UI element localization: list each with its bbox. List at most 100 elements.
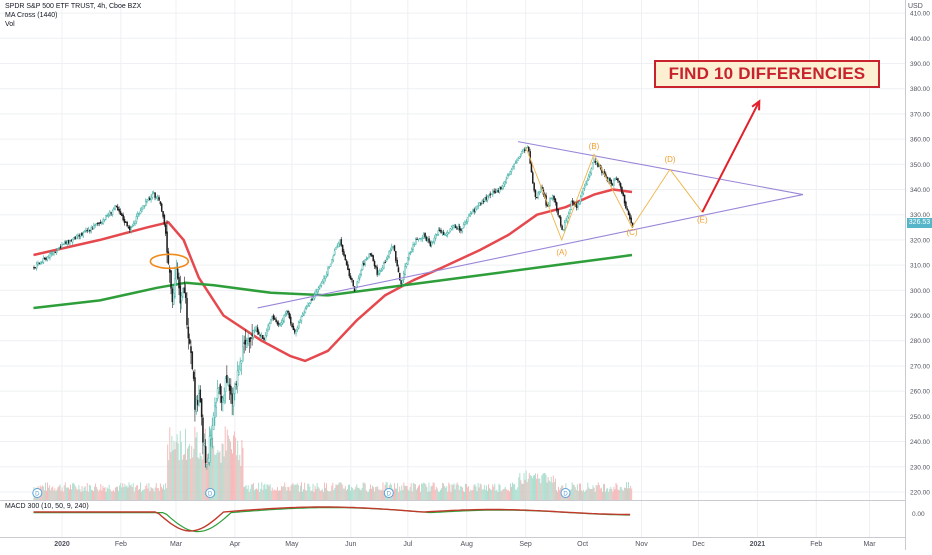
volume-bar [324,482,325,500]
candle-body [613,180,615,186]
candle-body [320,282,323,286]
volume-bar [153,491,155,500]
volume-bar [284,482,286,500]
candle-body [365,258,368,260]
candle-body [591,163,594,170]
legend-ma-cross[interactable]: MA Cross (1440) [5,12,58,19]
volume-bar [558,486,559,500]
volume-bar [253,490,255,500]
candle-body [401,280,404,284]
volume-bar [446,486,448,500]
volume-bar [105,491,107,500]
volume-bar [168,460,170,500]
candle-body [364,259,366,265]
volume-bar [88,484,90,500]
candle-body [387,255,389,259]
candle-body [356,281,358,287]
volume-bar [120,482,122,500]
volume-bar [155,482,157,500]
candle-body [381,267,384,270]
volume-bar [282,486,284,500]
candle-body [512,166,514,170]
volume-bar [197,457,199,500]
volume-bar [412,482,414,500]
candle-body [490,193,493,195]
y-tick-label: 360.00 [910,137,930,144]
candle-body [300,316,303,322]
candle-body [422,233,425,239]
volume-bar [627,488,628,500]
legend-symbol[interactable]: SPDR S&P 500 ETF TRUST, 4h, Cboe BZX [5,3,142,10]
volume-bar [95,483,97,500]
volume-bar [354,489,356,500]
candle-body [468,215,470,217]
volume-bar [586,489,588,500]
volume-bar [467,487,469,500]
candle-body [231,393,233,404]
candle-body [333,250,336,256]
volume-bar [267,484,269,500]
volume-bar [178,460,180,500]
candle-body [139,210,142,214]
volume-bar [453,483,455,500]
candle-body [444,234,446,236]
volume-bar [443,483,445,500]
candle-body [227,382,229,386]
volume-bar [498,483,500,500]
volume-bar [298,491,300,500]
candle-body [191,351,194,370]
volume-bar [185,428,186,500]
candle-body [214,405,216,418]
candle-body [533,182,535,191]
volume-bar [279,490,280,500]
candle-body [208,435,211,463]
volume-bar [508,491,510,500]
currency-label[interactable]: USD [908,3,923,10]
macd-legend[interactable]: MACD 300 (10, 50, 9, 240) [5,503,89,510]
volume-bar [195,437,197,500]
volume-bar [530,475,532,500]
volume-bar [425,484,427,500]
volume-bar [103,487,105,500]
candle-body [340,239,343,246]
candle-body [287,310,289,313]
volume-bar [612,491,614,500]
candle-body [492,191,494,195]
volume-bar [429,491,431,500]
legend-volume[interactable]: Vol [5,21,15,28]
volume-bar [326,483,327,500]
candle-body [119,211,122,215]
volume-bar [132,483,134,500]
volume-bar [431,485,433,500]
volume-bar [454,489,456,500]
candle-body [212,415,215,431]
candle-body [263,337,265,341]
volume-bar [261,482,263,500]
candle-body [349,275,352,280]
candle-body [404,265,406,275]
candle-body [570,201,573,210]
volume-bar [78,485,80,500]
candle-body [308,303,311,306]
volume-bar [150,487,152,500]
volume-bar [140,482,141,500]
volume-bar [173,440,175,500]
volume-bar [477,483,479,500]
candle-body [146,199,148,202]
volume-bar [492,484,494,500]
candle-body [389,249,392,252]
volume-bar [92,490,93,500]
volume-bar [275,490,277,500]
volume-bar [74,484,76,500]
candle-body [578,201,581,205]
volume-bar [368,489,370,500]
volume-bar [591,489,593,500]
candle-body [426,239,429,241]
candle-body [228,384,231,391]
volume-bar [73,482,75,500]
candle-body [46,256,49,261]
candle-body [256,327,259,333]
volume-bar [302,491,303,500]
volume-bar [297,484,299,500]
